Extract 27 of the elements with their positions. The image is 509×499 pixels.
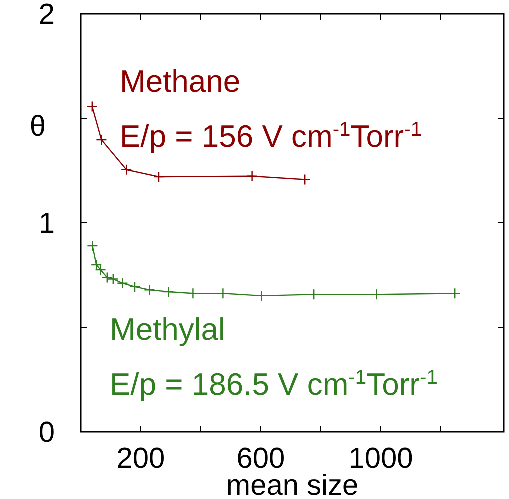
point: [163, 286, 174, 298]
point: [153, 171, 165, 183]
point: [246, 170, 258, 182]
point: [129, 281, 141, 293]
y-tick-label: 2: [38, 0, 55, 31]
y-tick-label: 0: [38, 417, 55, 449]
point: [188, 288, 199, 300]
y-tick-label: 1: [38, 208, 55, 240]
y-axis-title: θ: [30, 111, 46, 143]
annotation: E/p = 186.5 V cm$^{-1}$Torr$^{-1}$: [110, 367, 438, 402]
point: [300, 174, 311, 186]
point: [308, 289, 320, 300]
point: [108, 274, 119, 285]
point: [218, 288, 229, 300]
point: [87, 240, 98, 252]
point: [86, 101, 98, 112]
point: [96, 134, 108, 146]
point: [144, 284, 156, 296]
point: [371, 289, 382, 300]
point: [121, 164, 132, 176]
series-label: Methane: [120, 64, 241, 99]
point: [117, 278, 128, 289]
point: [450, 288, 461, 300]
series-label: Methylal: [110, 312, 226, 347]
point: [256, 290, 268, 302]
x-tick-label: 200: [116, 443, 166, 475]
annotation: E/p = 156 V cm$^{-1}$Torr$^{-1}$: [120, 119, 422, 154]
